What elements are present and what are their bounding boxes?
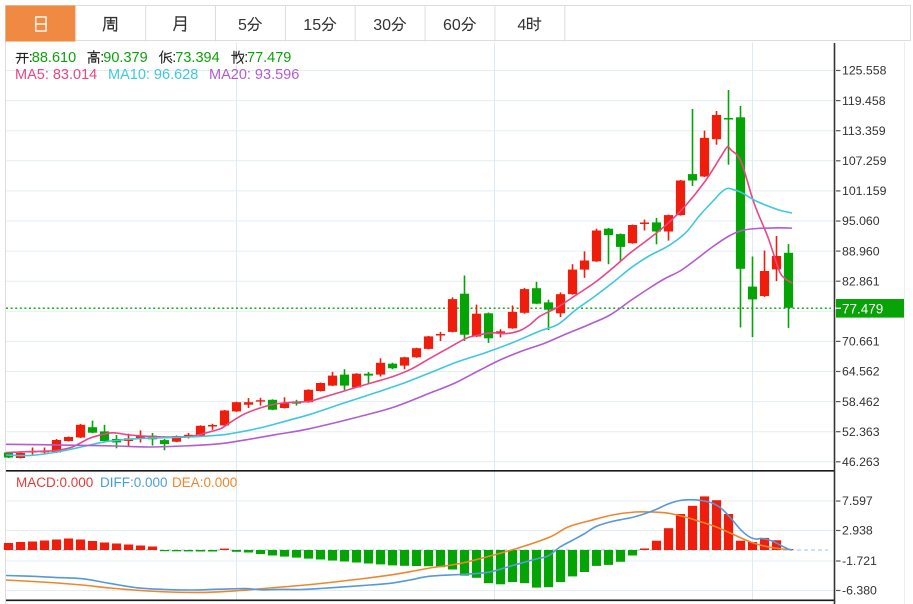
svg-text:MA10: 96.628: MA10: 96.628 bbox=[108, 67, 198, 83]
svg-text:77.479: 77.479 bbox=[842, 301, 883, 316]
svg-text:64.562: 64.562 bbox=[842, 365, 880, 379]
svg-text:2.938: 2.938 bbox=[842, 524, 873, 538]
svg-text:46.263: 46.263 bbox=[842, 455, 880, 469]
svg-text:58.462: 58.462 bbox=[842, 395, 880, 409]
svg-text:52.363: 52.363 bbox=[842, 425, 880, 439]
svg-text:119.458: 119.458 bbox=[842, 94, 886, 108]
svg-text:4: 4 bbox=[517, 17, 526, 34]
svg-text:88.960: 88.960 bbox=[842, 244, 880, 258]
svg-text::: : bbox=[100, 50, 104, 66]
svg-text:82.861: 82.861 bbox=[842, 274, 880, 288]
svg-text:5: 5 bbox=[238, 17, 247, 34]
svg-text:DIFF:0.000: DIFF:0.000 bbox=[100, 475, 168, 490]
svg-text:15: 15 bbox=[303, 17, 321, 34]
svg-text:95.060: 95.060 bbox=[842, 214, 880, 228]
svg-text:DEA:0.000: DEA:0.000 bbox=[172, 475, 237, 490]
svg-text::: : bbox=[244, 50, 248, 66]
svg-text::: : bbox=[29, 50, 33, 66]
svg-text:77.479: 77.479 bbox=[247, 50, 291, 66]
svg-text:88.610: 88.610 bbox=[32, 50, 76, 66]
svg-text:113.359: 113.359 bbox=[842, 124, 886, 138]
svg-text:90.379: 90.379 bbox=[103, 50, 147, 66]
svg-text:30: 30 bbox=[373, 17, 391, 34]
svg-text:101.159: 101.159 bbox=[842, 184, 887, 198]
svg-text:125.558: 125.558 bbox=[842, 64, 887, 78]
svg-text::: : bbox=[172, 50, 176, 66]
svg-text:-1.721: -1.721 bbox=[842, 554, 877, 568]
svg-text:107.259: 107.259 bbox=[842, 154, 887, 168]
svg-text:MACD:0.000: MACD:0.000 bbox=[16, 475, 93, 490]
svg-text:MA20: 93.596: MA20: 93.596 bbox=[209, 67, 299, 83]
svg-text:70.661: 70.661 bbox=[842, 335, 880, 349]
svg-text:60: 60 bbox=[443, 17, 461, 34]
svg-text:7.597: 7.597 bbox=[842, 494, 873, 508]
svg-text:-6.380: -6.380 bbox=[842, 584, 877, 598]
svg-text:73.394: 73.394 bbox=[175, 50, 219, 66]
svg-text:MA5: 83.014: MA5: 83.014 bbox=[15, 67, 97, 83]
